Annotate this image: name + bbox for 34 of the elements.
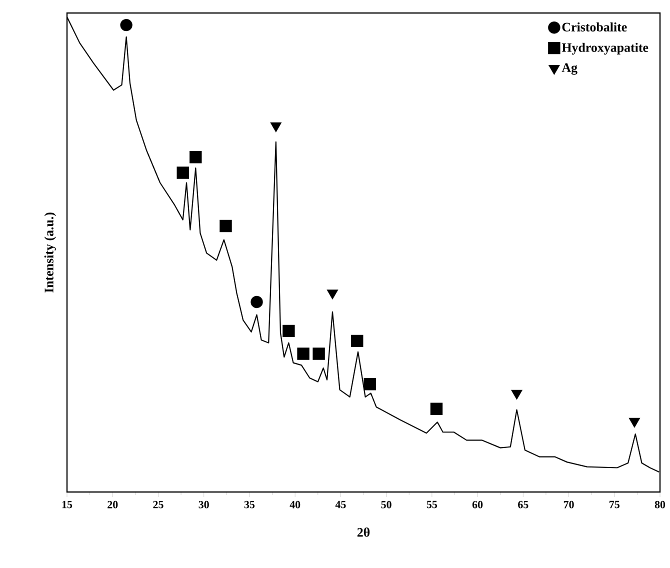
x-tick-label: 75 — [610, 500, 620, 508]
x-tick-label: 50 — [381, 500, 392, 508]
point — [297, 348, 310, 360]
x-tick-label: 70 — [564, 500, 574, 508]
point — [120, 18, 132, 32]
x-tick-label: 65 — [518, 500, 528, 508]
x-tick-label: 35 — [244, 500, 255, 508]
point — [430, 402, 443, 415]
legend-label: Ag — [562, 63, 578, 75]
point — [312, 348, 325, 360]
legend-label: Hydroxyapatite — [562, 42, 648, 55]
x-axis-title: 2θ — [357, 528, 370, 537]
point — [220, 220, 232, 232]
x-tick-label: 30 — [198, 500, 209, 508]
point — [327, 290, 338, 300]
x-tick-label: 60 — [472, 500, 483, 508]
point — [351, 334, 364, 348]
point — [364, 378, 376, 390]
x-tick-label: 80 — [654, 500, 666, 508]
point — [629, 418, 640, 428]
x-tick-label: 25 — [153, 500, 164, 508]
x-tick-label: 15 — [62, 500, 72, 508]
point — [176, 166, 189, 179]
point — [282, 324, 295, 338]
legend-label: Cristobalite — [562, 22, 627, 32]
x-tick-label: 45 — [335, 500, 346, 508]
x-tick-label: 20 — [108, 500, 118, 508]
y-axis-title: Intensity (a.u.) — [44, 212, 56, 293]
point — [270, 122, 282, 132]
x-tick-label: 40 — [290, 500, 300, 508]
point — [511, 390, 522, 400]
point — [190, 151, 202, 164]
point — [250, 296, 263, 308]
x-tick-label: 55 — [426, 500, 438, 508]
